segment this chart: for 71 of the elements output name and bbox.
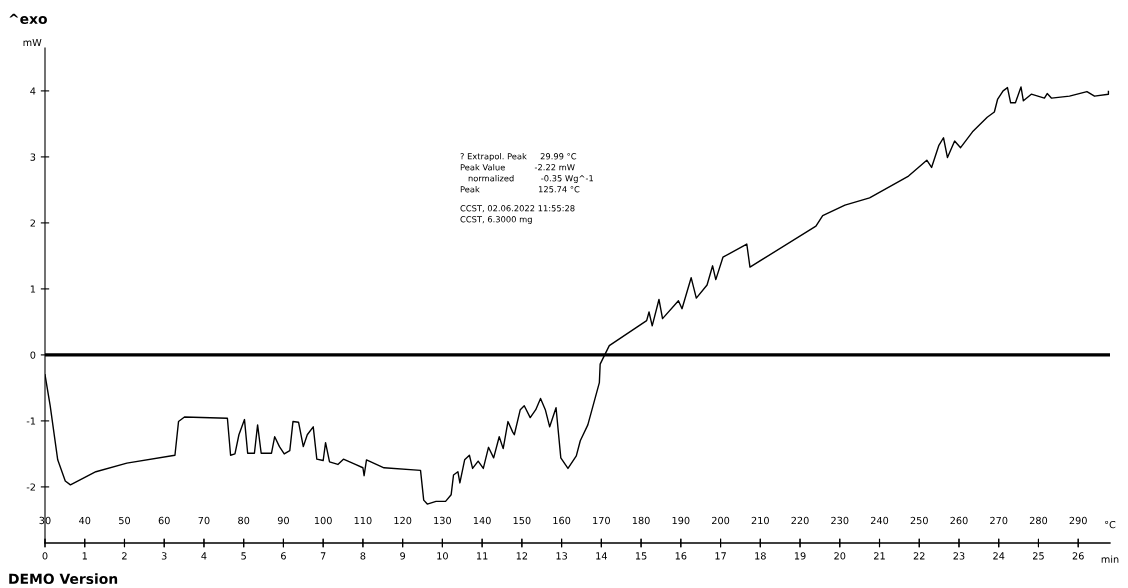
x2-tick-label: 17 — [715, 552, 726, 560]
y-tick-label: 2 — [30, 219, 35, 227]
x2-tick-label: 10 — [437, 552, 448, 560]
chart-title: ^exo — [9, 13, 47, 25]
annotation: CCST, 02.06.2022 11:55:28 — [460, 205, 575, 213]
x2-tick-label: 5 — [241, 552, 246, 560]
x2-tick-label: 21 — [874, 552, 885, 560]
y-tick-label: 0 — [30, 351, 36, 359]
y-tick-label: 3 — [30, 153, 36, 161]
x2-tick-label: 19 — [794, 552, 806, 560]
x2-tick-label: 16 — [675, 552, 687, 560]
x2-tick-label: 11 — [477, 552, 488, 560]
x2-tick-label: 13 — [556, 552, 568, 560]
x2-tick-label: 23 — [953, 552, 965, 560]
x2-tick-label: 25 — [1033, 552, 1044, 560]
x-tick-label: 130 — [434, 516, 452, 525]
x-tick-label: 160 — [553, 516, 571, 525]
x2-tick-label: 20 — [834, 552, 846, 560]
x-tick-label: 270 — [990, 516, 1008, 525]
x2-tick-label: 14 — [596, 552, 607, 560]
x-tick-label: 230 — [831, 516, 849, 525]
y-tick-label: 1 — [30, 285, 36, 293]
annotation: ? Extrapol. Peak 29.99 °C — [460, 152, 577, 162]
annotation: Peak Value -2.22 mW — [460, 163, 575, 171]
x-axis-title: °C — [1105, 520, 1116, 529]
x-tick-label: 100 — [314, 516, 332, 525]
x-tick-label: 120 — [394, 516, 412, 525]
x-tick-label: 80 — [238, 516, 250, 525]
x-tick-label: 90 — [277, 516, 289, 525]
x2-tick-label: 12 — [516, 552, 528, 560]
annotation: Peak 125.74 °C — [460, 185, 580, 193]
y-tick-label: -2 — [26, 483, 35, 491]
x2-tick-label: 7 — [320, 552, 326, 560]
y-tick-label: 4 — [30, 87, 36, 95]
x-tick-label: 210 — [751, 516, 769, 525]
x-tick-label: 110 — [354, 516, 372, 525]
x2-tick-label: 3 — [161, 552, 167, 560]
x-tick-label: 220 — [791, 516, 809, 525]
x2-axis-title: min — [1101, 555, 1119, 563]
x-tick-label: 180 — [632, 516, 650, 525]
x-tick-label: 70 — [198, 516, 210, 525]
x-tick-label: 280 — [1029, 516, 1048, 525]
x2-tick-label: 15 — [635, 552, 647, 560]
x-tick-label: 60 — [158, 516, 170, 525]
x2-tick-label: 2 — [122, 552, 127, 560]
x-tick-label: 140 — [473, 516, 491, 525]
x2-tick-label: 9 — [400, 552, 406, 560]
annotation: CCST, 6.3000 mg — [460, 216, 532, 225]
x-tick-label: 170 — [593, 516, 610, 525]
x2-tick-label: 18 — [755, 552, 766, 560]
x-tick-label: 290 — [1069, 516, 1087, 525]
x2-tick-label: 4 — [201, 552, 207, 560]
x-tick-label: 260 — [950, 516, 968, 525]
x2-tick-label: 8 — [360, 552, 366, 560]
x-tick-label: 190 — [672, 516, 690, 525]
x-tick-label: 50 — [119, 516, 131, 525]
text: DEMO Version — [9, 573, 118, 585]
x-tick-label: 150 — [513, 516, 531, 525]
x2-tick-label: 0 — [42, 552, 48, 560]
x-tick-label: 250 — [910, 516, 928, 525]
x2-tick-label: 26 — [1072, 552, 1084, 560]
x-tick-label: 200 — [711, 516, 730, 525]
x-tick-label: 240 — [870, 516, 889, 525]
x2-tick-label: 1 — [82, 552, 87, 560]
x2-tick-label: 24 — [993, 552, 1005, 560]
x2-tick-label: 22 — [913, 552, 925, 560]
x2-tick-label: 6 — [281, 552, 286, 560]
y-tick-label: -1 — [26, 417, 36, 425]
y-axis-title: mW — [23, 38, 42, 46]
annotation: normalized -0.35 Wg^-1 — [468, 174, 593, 184]
x-tick-label: 40 — [79, 516, 91, 525]
